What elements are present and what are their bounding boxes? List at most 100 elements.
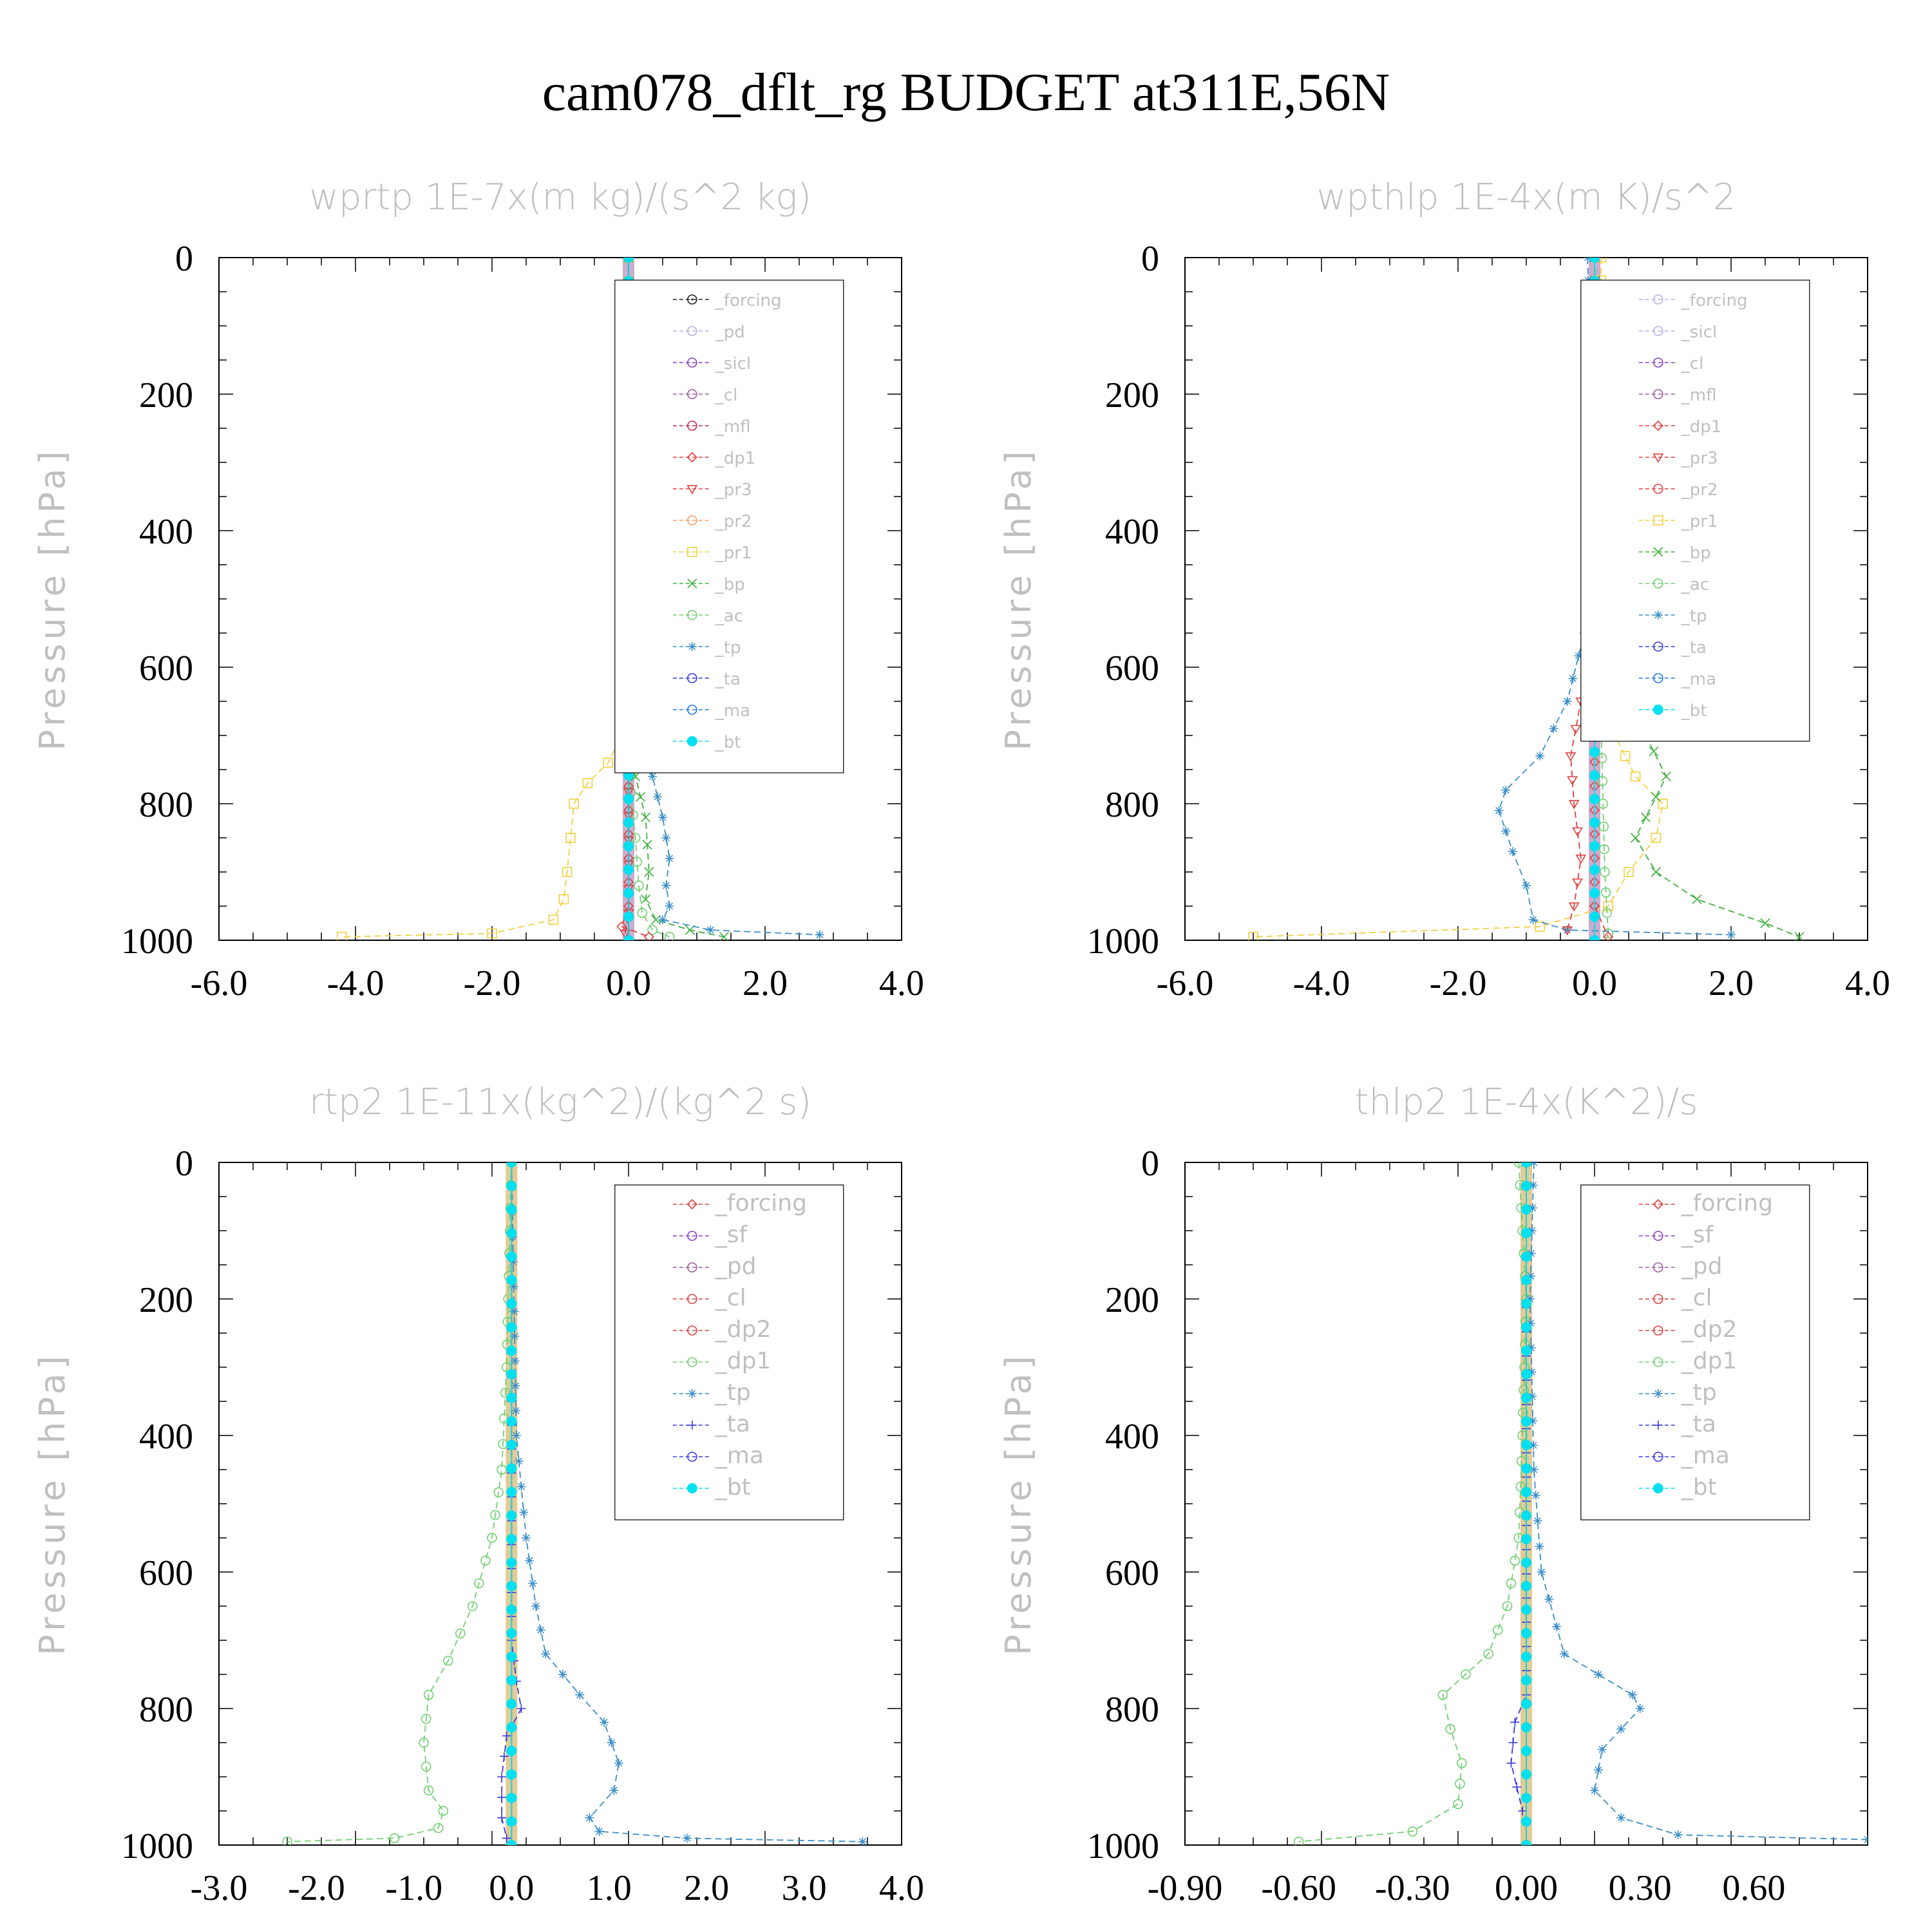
legend-entry: _dp2 [715, 1316, 772, 1343]
legend-marker [687, 1262, 697, 1273]
data-point [1521, 1274, 1531, 1285]
data-point [1528, 1416, 1538, 1426]
data-point [487, 1533, 497, 1543]
data-point [506, 1580, 517, 1591]
data-point [1597, 775, 1608, 786]
legend-entry: _mfl [1681, 386, 1717, 405]
data-point [506, 1180, 517, 1191]
legend-marker [687, 389, 697, 399]
series-line [341, 258, 629, 938]
data-point [1600, 867, 1610, 877]
series-tp [1525, 1162, 1868, 1844]
data-point [1521, 1345, 1531, 1356]
legend-box [1580, 1184, 1810, 1520]
legend-entry: _ma [1681, 1443, 1730, 1469]
legend-marker [687, 1325, 697, 1336]
data-point [1760, 918, 1770, 929]
data-point [1506, 1578, 1517, 1589]
data-point [510, 1356, 520, 1366]
legend-marker [1653, 357, 1663, 368]
data-point [433, 1823, 444, 1833]
y-tick-label: 1000 [1087, 922, 1159, 961]
legend-marker [687, 421, 697, 431]
panel-4: thlp2 1E-4x(K^2)/s Pressure [hPa] 0 200 400 6… [998, 1081, 1868, 1908]
y-tick-label: 600 [1105, 649, 1159, 688]
data-point [1589, 770, 1600, 781]
legend-marker [687, 1294, 697, 1304]
data-point [640, 894, 651, 904]
data-point [600, 1718, 609, 1727]
data-point [647, 925, 658, 935]
y-tick-label: 200 [1105, 1280, 1159, 1320]
legend-entry: _pr1 [715, 544, 752, 563]
series-dp1 [282, 1162, 517, 1845]
y-tick-label: 600 [1105, 1553, 1159, 1593]
legend-marker [687, 357, 697, 368]
data-point [603, 757, 614, 768]
panel-title: wpthlp 1E-4x(m K)/s^2 [1316, 176, 1736, 218]
data-point [1445, 1724, 1456, 1734]
data-point [1593, 1765, 1603, 1775]
legend-box [614, 279, 844, 773]
data-point [1661, 772, 1671, 782]
legend-marker [1653, 611, 1663, 620]
data-point [1596, 753, 1607, 764]
legend-marker [1653, 673, 1663, 683]
data-point [1602, 907, 1613, 918]
data-point [506, 1651, 517, 1662]
legend-marker [687, 673, 697, 683]
legend-entry: _dp2 [1681, 1316, 1738, 1343]
data-point [536, 1625, 545, 1635]
data-point [1528, 1203, 1537, 1213]
data-point [665, 853, 674, 863]
data-point [1437, 1690, 1448, 1700]
legend-marker [1653, 578, 1663, 589]
y-tick-label: 400 [1105, 512, 1159, 552]
data-point [506, 1162, 517, 1168]
data-point [1624, 867, 1634, 877]
data-point [480, 1555, 491, 1566]
legend-entry: _ta [715, 1411, 750, 1437]
legend: _forcing _pd _sicl _cl _mfl _dp1 _pr3 _pr2 _pr1 _… [614, 279, 844, 773]
legend-marker [1653, 1452, 1663, 1462]
data-point [1589, 935, 1600, 940]
data-point [506, 1204, 517, 1215]
legend-marker [1653, 1262, 1663, 1273]
legend-entry: _pd [1681, 1253, 1723, 1280]
y-tick-label: 1000 [121, 922, 193, 961]
x-tick-label: -2.0 [288, 1868, 345, 1908]
panel-2: wpthlp 1E-4x(m K)/s^2 Pressure [hPa] 0 200 4… [998, 176, 1890, 1003]
y-tick-label: 0 [1141, 239, 1159, 279]
data-point [1562, 697, 1572, 706]
data-point [614, 1758, 623, 1768]
data-point [1526, 1249, 1536, 1258]
data-point [493, 1487, 504, 1498]
data-point [1535, 922, 1545, 932]
data-point [336, 931, 347, 940]
y-tick-label: 1000 [121, 1826, 193, 1866]
data-point [1535, 751, 1545, 761]
data-point [502, 1833, 511, 1843]
legend-entry: _bp [1681, 544, 1711, 563]
legend-entry: _ac [715, 607, 743, 626]
legend-marker [1653, 1483, 1663, 1493]
data-point [1512, 1782, 1522, 1792]
data-point [653, 792, 663, 802]
legend-entry: _forcing [1681, 291, 1748, 310]
data-point [528, 1578, 538, 1588]
data-point [1518, 1407, 1528, 1418]
data-point [1521, 1628, 1531, 1639]
data-point [1593, 1670, 1603, 1679]
data-point [506, 1345, 517, 1356]
data-point [438, 1806, 449, 1816]
data-point [648, 772, 658, 781]
legend-entry: _cl [715, 1285, 746, 1311]
data-point [506, 1321, 517, 1332]
data-point [514, 1456, 524, 1466]
data-point [1521, 1604, 1531, 1615]
data-point [506, 1745, 517, 1756]
data-point [497, 1813, 507, 1823]
data-point [585, 1813, 594, 1823]
y-tick-label: 800 [139, 785, 193, 825]
data-point [661, 881, 671, 891]
